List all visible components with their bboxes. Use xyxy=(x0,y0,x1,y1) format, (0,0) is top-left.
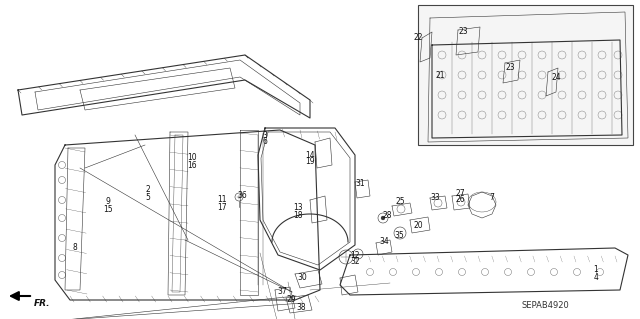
Text: 6: 6 xyxy=(262,137,268,146)
Text: 15: 15 xyxy=(103,204,113,213)
Text: 20: 20 xyxy=(413,220,423,229)
Text: 5: 5 xyxy=(145,192,150,202)
Text: 22: 22 xyxy=(413,33,423,42)
Text: 8: 8 xyxy=(72,243,77,253)
Text: 21: 21 xyxy=(435,70,445,79)
Text: 3: 3 xyxy=(262,130,268,139)
Text: 28: 28 xyxy=(382,211,392,219)
Text: 10: 10 xyxy=(187,153,197,162)
Text: FR.: FR. xyxy=(34,299,51,308)
Text: 33: 33 xyxy=(430,194,440,203)
Text: 7: 7 xyxy=(490,194,495,203)
Text: 31: 31 xyxy=(355,179,365,188)
Text: 19: 19 xyxy=(305,158,315,167)
Circle shape xyxy=(381,216,385,220)
Text: 16: 16 xyxy=(187,160,197,169)
Text: 35: 35 xyxy=(394,231,404,240)
Text: 25: 25 xyxy=(395,197,405,206)
Text: 32: 32 xyxy=(350,257,360,266)
Text: 12: 12 xyxy=(350,250,360,259)
Text: 29: 29 xyxy=(286,295,296,305)
Text: 1: 1 xyxy=(594,265,598,275)
Text: 4: 4 xyxy=(593,273,598,283)
Text: 24: 24 xyxy=(551,73,561,83)
Text: 30: 30 xyxy=(297,273,307,283)
Text: 2: 2 xyxy=(146,186,150,195)
Text: SEPAB4920: SEPAB4920 xyxy=(521,300,569,309)
Text: 9: 9 xyxy=(106,197,111,206)
Bar xyxy=(418,5,633,145)
Text: 11: 11 xyxy=(217,196,227,204)
Text: 13: 13 xyxy=(293,204,303,212)
Text: 23: 23 xyxy=(458,27,468,36)
Text: 27: 27 xyxy=(455,189,465,197)
Text: 34: 34 xyxy=(379,238,389,247)
Text: 26: 26 xyxy=(455,196,465,204)
Text: 14: 14 xyxy=(305,151,315,160)
Text: 23: 23 xyxy=(505,63,515,72)
Text: 18: 18 xyxy=(293,211,303,219)
Text: 17: 17 xyxy=(217,203,227,211)
Text: 37: 37 xyxy=(277,286,287,295)
Text: 38: 38 xyxy=(296,302,306,311)
Text: 36: 36 xyxy=(237,191,247,201)
